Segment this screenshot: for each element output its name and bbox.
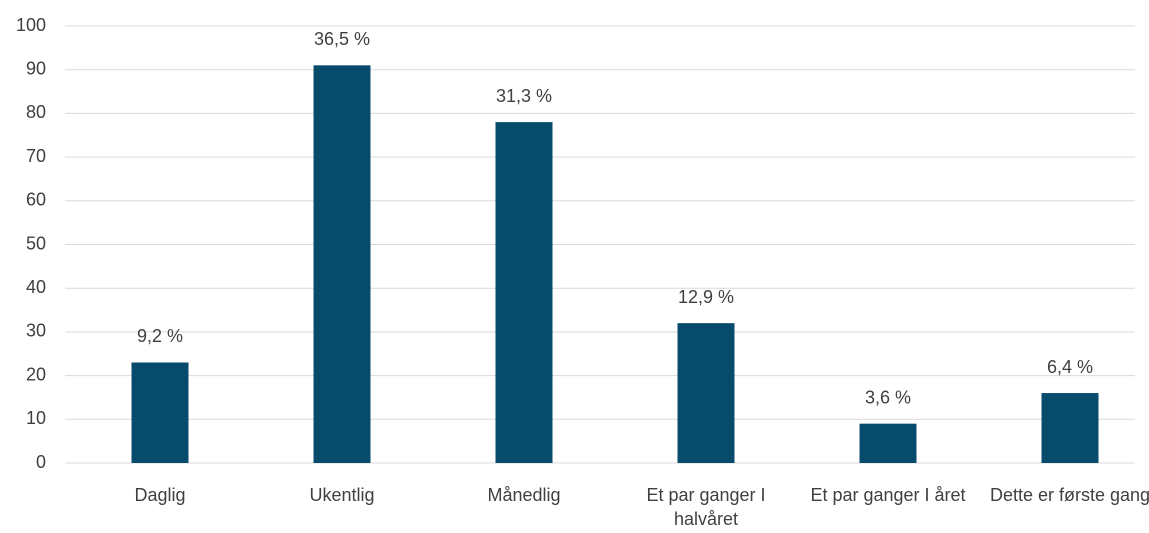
bar <box>131 362 189 463</box>
x-tick-label: Ukentlig <box>309 485 375 505</box>
data-label: 12,9 % <box>678 287 734 307</box>
y-tick-label: 50 <box>26 233 46 253</box>
y-tick-label: 40 <box>26 277 46 297</box>
bar <box>1041 393 1099 463</box>
y-tick-label: 100 <box>16 15 46 35</box>
y-tick-label: 30 <box>26 321 46 341</box>
data-label: 9,2 % <box>137 326 183 346</box>
y-tick-label: 90 <box>26 58 46 78</box>
data-label: 31,3 % <box>496 86 552 106</box>
x-tick-label: Et par ganger I året <box>810 485 966 505</box>
y-tick-label: 0 <box>36 452 46 472</box>
y-tick-label: 80 <box>26 102 46 122</box>
bar <box>313 65 371 463</box>
y-tick-label: 60 <box>26 190 46 210</box>
data-label: 3,6 % <box>865 387 911 407</box>
bar <box>495 122 553 463</box>
data-label: 36,5 % <box>314 29 370 49</box>
x-tick-label: Daglig <box>134 485 186 505</box>
data-label: 6,4 % <box>1047 357 1093 377</box>
y-tick-label: 20 <box>26 364 46 384</box>
bar <box>677 323 735 463</box>
x-tick-label: Et par ganger I halvåret <box>646 485 766 529</box>
bar <box>859 423 917 463</box>
y-tick-label: 10 <box>26 408 46 428</box>
x-tick-label: Dette er første gang <box>989 485 1149 505</box>
x-tick-label: Månedlig <box>487 485 561 505</box>
y-tick-label: 70 <box>26 146 46 166</box>
